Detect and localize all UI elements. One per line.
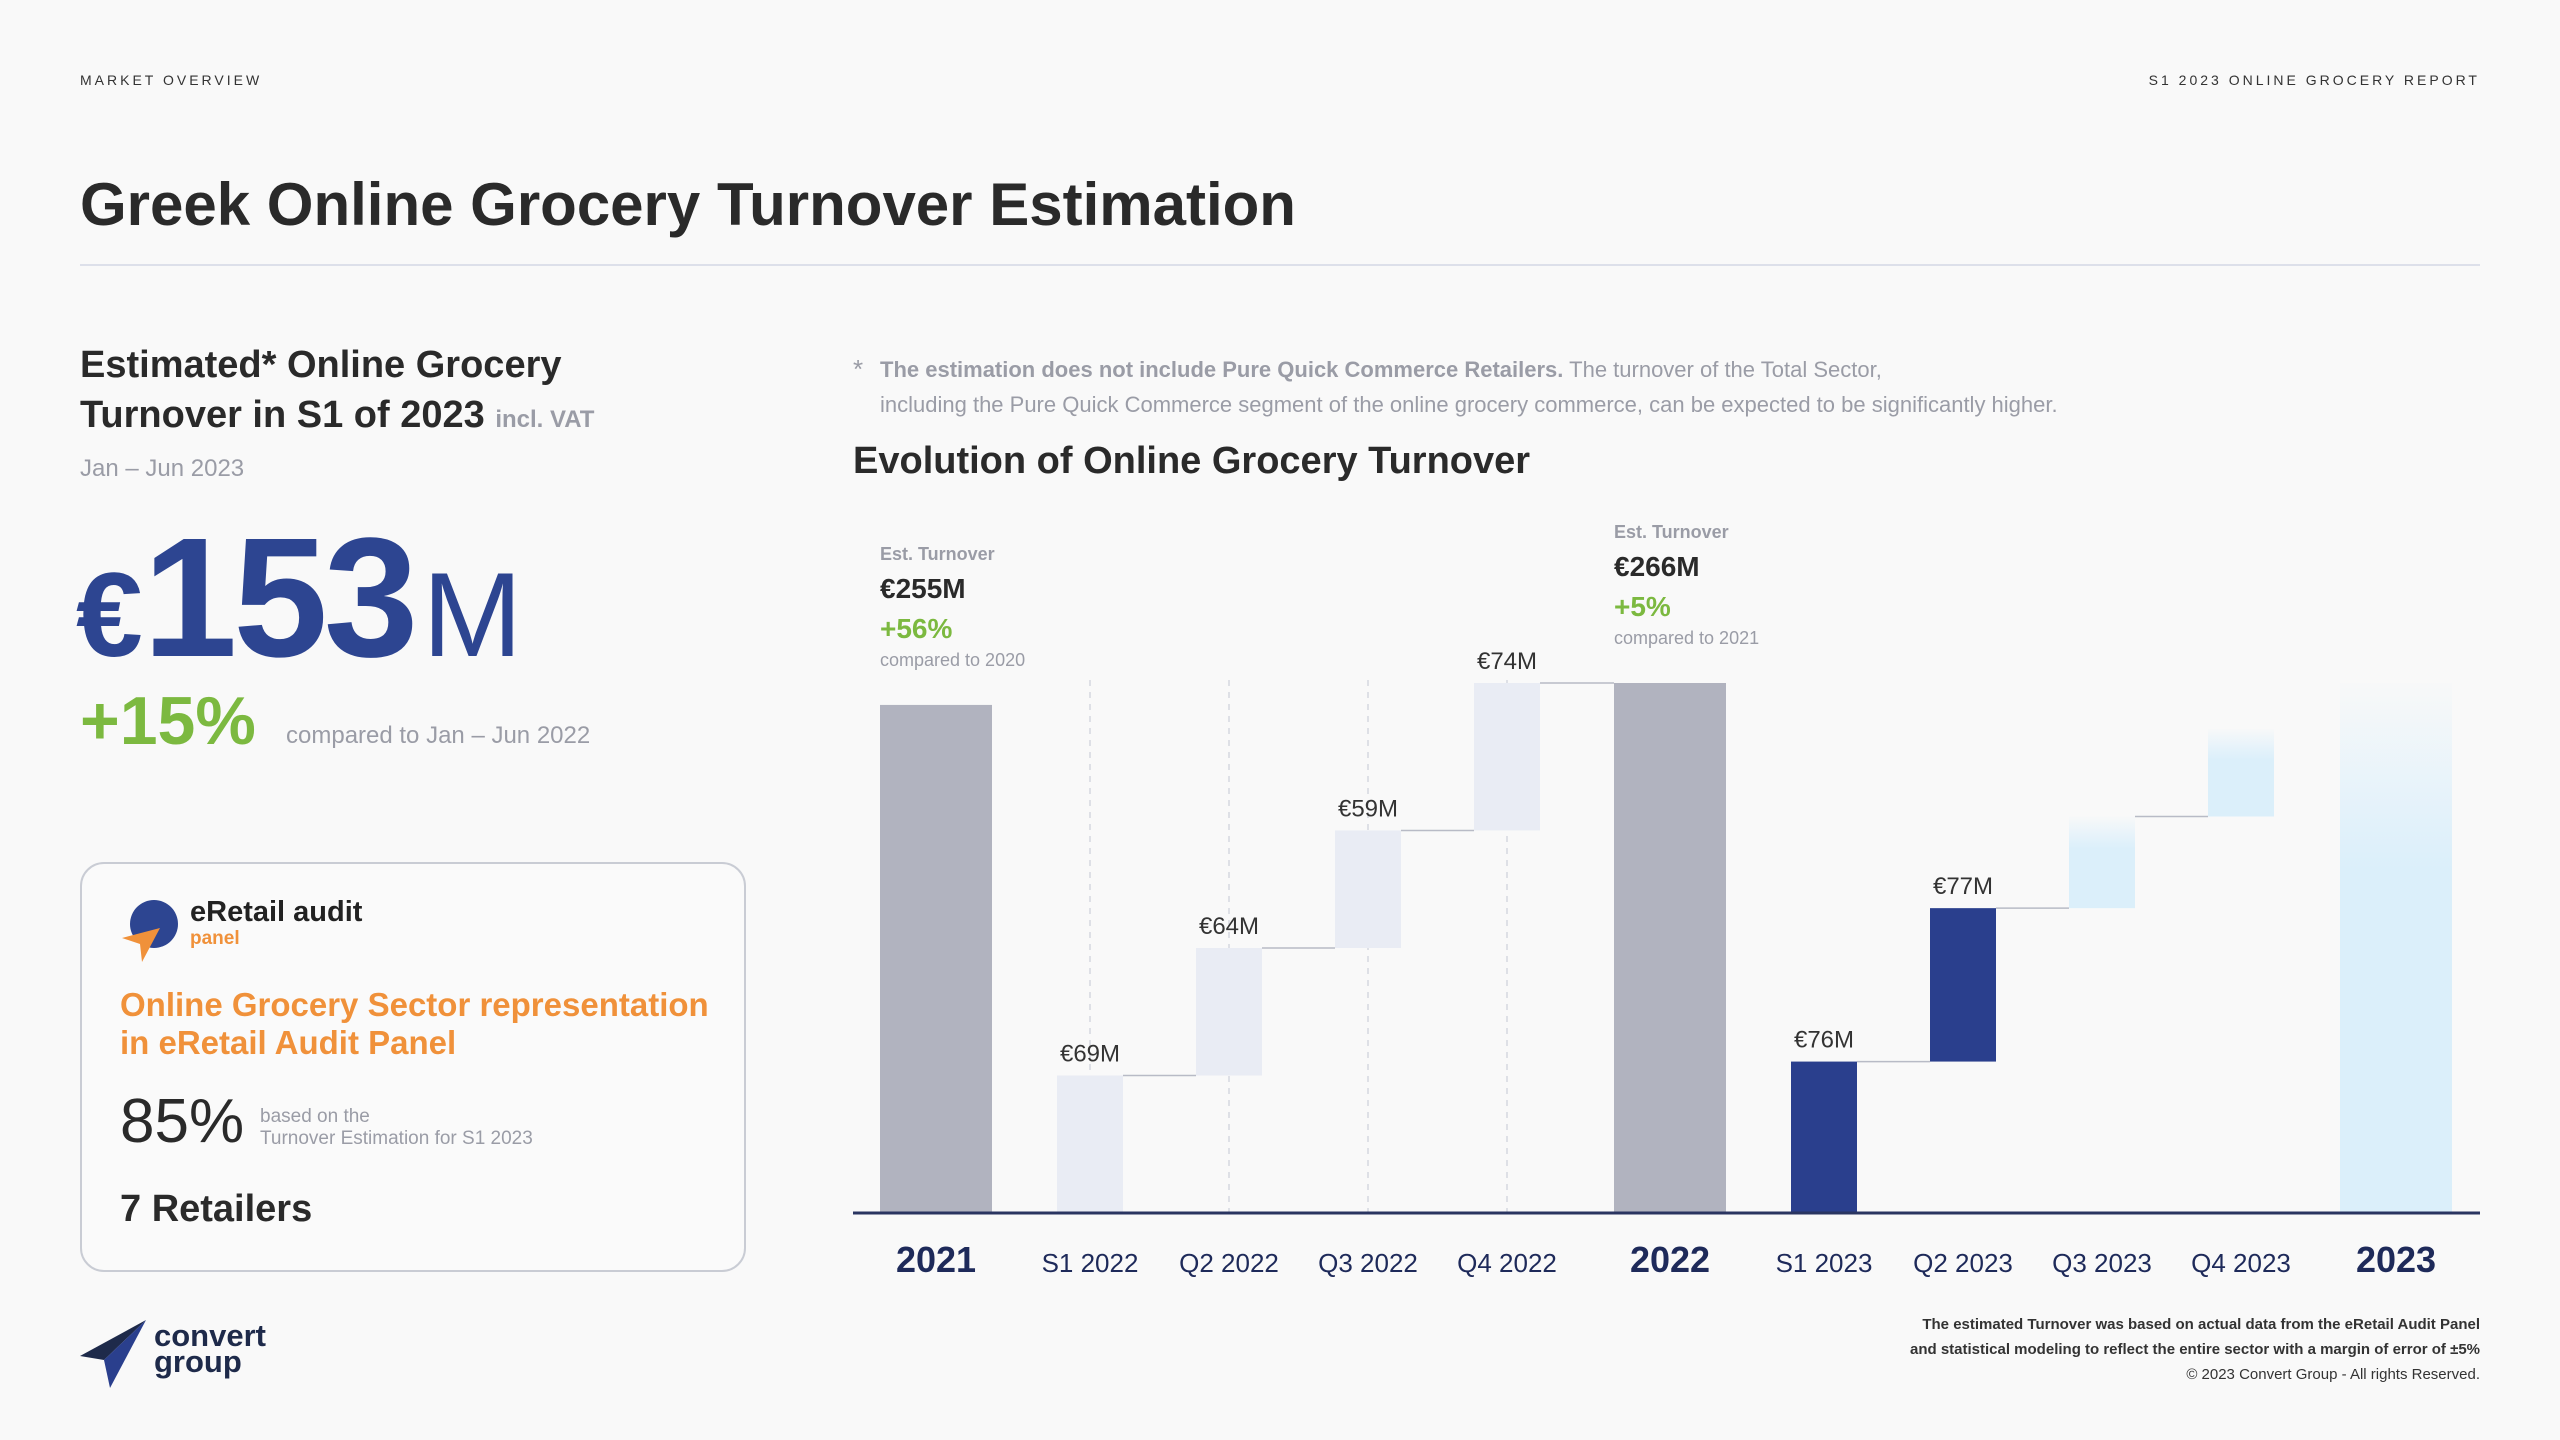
panel-name: eRetail audit xyxy=(190,896,363,928)
eretail-logo-icon xyxy=(122,900,178,962)
eretail-panel-card: eRetail audit panel Online Grocery Secto… xyxy=(80,862,746,1272)
footnote-star: * xyxy=(853,354,864,384)
total-value-label: €255M xyxy=(880,573,966,604)
kpi-value: €153M xyxy=(76,500,523,693)
panel-note-line2: Turnover Estimation for S1 2023 xyxy=(260,1128,533,1149)
panel-sub: panel xyxy=(190,928,240,949)
x-tick-label: 2023 xyxy=(2356,1239,2436,1280)
section-label: MARKET OVERVIEW xyxy=(80,72,263,88)
brand-line2: group xyxy=(154,1344,242,1379)
value-label: €64M xyxy=(1199,913,1259,940)
paper-plane-icon xyxy=(80,1320,146,1388)
x-tick-label: S1 2023 xyxy=(1776,1248,1873,1278)
footnote-rest: The turnover of the Total Sector, xyxy=(1569,357,1882,382)
total-change-label: +5% xyxy=(1614,591,1671,622)
x-tick-label: Q4 2023 xyxy=(2191,1248,2291,1278)
page-title: Greek Online Grocery Turnover Estimation xyxy=(80,171,1296,238)
bar-q4-2023 xyxy=(2208,728,2274,817)
value-label: €77M xyxy=(1933,873,1993,900)
bar-2023 xyxy=(2340,683,2452,1213)
total-compare-label: compared to 2021 xyxy=(1614,628,1759,648)
bar-s1-2022 xyxy=(1057,1075,1123,1213)
x-tick-label: S1 2022 xyxy=(1042,1248,1139,1278)
panel-percentage: 85% xyxy=(120,1087,245,1156)
total-compare-label: compared to 2020 xyxy=(880,650,1025,670)
kpi-number: 153 xyxy=(142,503,419,693)
value-label: €69M xyxy=(1060,1041,1120,1068)
x-tick-label: 2021 xyxy=(896,1239,976,1280)
total-value-label: €266M xyxy=(1614,551,1700,582)
footnote: The estimation does not include Pure Qui… xyxy=(880,352,2180,422)
bar-q3-2023 xyxy=(2069,816,2135,909)
disclaimer-line1: The estimated Turnover was based on actu… xyxy=(1922,1316,2480,1333)
kpi-heading-line2: Turnover in S1 of 2023 xyxy=(80,394,485,436)
est-turnover-label: Est. Turnover xyxy=(880,544,995,564)
kpi-currency: € xyxy=(76,548,143,682)
x-tick-label: Q2 2023 xyxy=(1913,1248,2013,1278)
disclaimer-line2: and statistical modeling to reflect the … xyxy=(1909,1341,2480,1358)
bar-q4-2022 xyxy=(1474,683,1540,831)
panel-note: based on the Turnover Estimation for S1 … xyxy=(260,1106,580,1150)
panel-retailers: 7 Retailers xyxy=(120,1188,313,1230)
convert-group-logo: convert group xyxy=(80,1320,280,1390)
x-tick-label: 2022 xyxy=(1630,1239,1710,1280)
bar-s1-2023 xyxy=(1791,1061,1857,1213)
x-tick-label: Q3 2023 xyxy=(2052,1248,2152,1278)
x-tick-label: Q4 2022 xyxy=(1457,1248,1557,1278)
kpi-heading-line1: Estimated* Online Grocery xyxy=(80,344,562,386)
bar-q3-2022 xyxy=(1335,830,1401,948)
bar-2021 xyxy=(880,704,992,1213)
kpi-vat-note: incl. VAT xyxy=(495,406,595,433)
footnote-line2: including the Pure Quick Commerce segmen… xyxy=(880,392,2058,417)
total-change-label: +56% xyxy=(880,613,952,644)
kpi-compare: compared to Jan – Jun 2022 xyxy=(286,722,591,749)
bar-q2-2023 xyxy=(1930,908,1996,1062)
brand-name: convert group xyxy=(154,1318,266,1379)
chart-title: Evolution of Online Grocery Turnover xyxy=(853,440,1531,482)
bar-2022 xyxy=(1614,683,1726,1213)
kpi-period: Jan – Jun 2023 xyxy=(80,455,245,482)
x-tick-label: Q3 2022 xyxy=(1318,1248,1418,1278)
disclaimer: The estimated Turnover was based on actu… xyxy=(1910,1312,2480,1387)
bar-q2-2022 xyxy=(1196,948,1262,1076)
value-label: €76M xyxy=(1794,1027,1854,1054)
est-turnover-label: Est. Turnover xyxy=(1614,522,1729,542)
title-divider xyxy=(80,264,2480,266)
kpi-heading: Estimated* Online Grocery Turnover in S1… xyxy=(80,340,780,445)
brand-line1: convert xyxy=(154,1318,266,1353)
value-label: €59M xyxy=(1338,795,1398,822)
x-tick-label: Q2 2022 xyxy=(1179,1248,1279,1278)
footnote-bold: The estimation does not include Pure Qui… xyxy=(880,357,1564,382)
value-label: €74M xyxy=(1477,648,1537,675)
kpi-unit: M xyxy=(422,548,523,682)
disclaimer-line3: © 2023 Convert Group - All rights Reserv… xyxy=(2186,1366,2480,1383)
report-label: S1 2023 ONLINE GROCERY REPORT xyxy=(2148,72,2480,88)
panel-note-line1: based on the xyxy=(260,1106,370,1127)
kpi-change: +15% xyxy=(80,683,256,759)
panel-heading: Online Grocery Sector representation in … xyxy=(120,986,709,1061)
